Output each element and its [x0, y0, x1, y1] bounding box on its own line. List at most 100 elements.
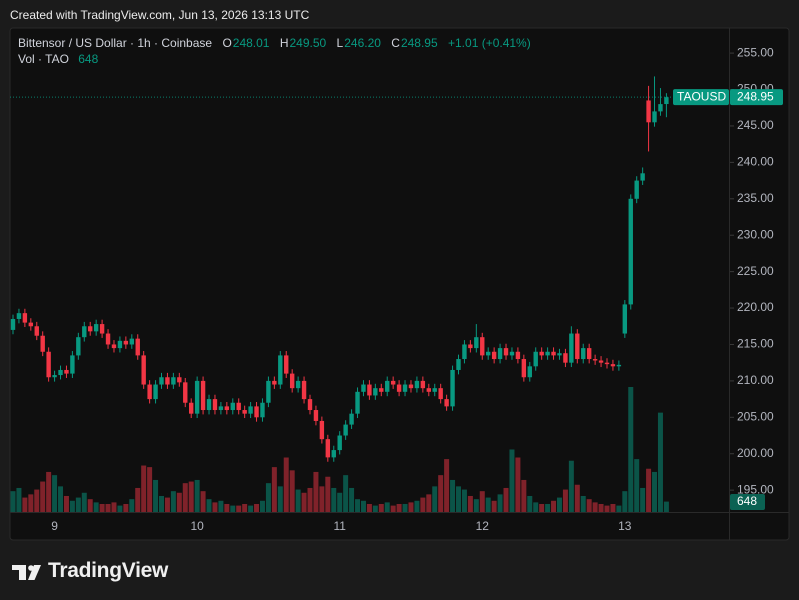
ohlc-value: 246.20 — [344, 36, 381, 50]
candle-body — [652, 111, 657, 123]
volume-bar — [81, 492, 87, 512]
volume-bar — [46, 471, 52, 512]
volume-bar — [224, 503, 230, 512]
volume-bar — [634, 459, 640, 512]
candle-body — [313, 410, 319, 421]
candle-body — [373, 388, 378, 396]
volume-bar — [182, 483, 188, 512]
candle-body — [390, 380, 396, 385]
candle-body — [628, 198, 633, 305]
candle-body — [22, 313, 28, 323]
volume-bar — [461, 489, 467, 512]
volume-bar — [212, 502, 218, 512]
ohlc-value: 248.95 — [400, 36, 438, 50]
candle-body — [153, 384, 158, 400]
candle-body — [218, 406, 224, 411]
volume-bar — [467, 495, 473, 512]
price-tag — [730, 89, 783, 106]
volume-bar — [295, 489, 301, 512]
volume-bar — [640, 487, 646, 512]
candle-body — [183, 382, 188, 403]
candle-body — [254, 406, 259, 418]
symbol-legend: Bittensor / US Dollar · 1h · Coinbase O2… — [18, 36, 532, 50]
volume-bar — [568, 460, 574, 512]
volume-bar — [521, 479, 527, 512]
price-tag-label: 248.95 — [737, 89, 774, 103]
volume-bar — [580, 495, 586, 512]
volume-bar — [10, 491, 16, 512]
volume-bar — [527, 495, 533, 512]
volume-bar — [426, 494, 432, 512]
logo: TradingView — [48, 559, 169, 582]
candle-body — [236, 402, 241, 411]
candle-body — [527, 366, 532, 378]
volume-bar — [432, 486, 438, 512]
candle-body — [135, 338, 140, 356]
volume-bar — [34, 489, 40, 512]
ohlc-label: L — [336, 36, 344, 50]
candle-body — [99, 324, 105, 334]
candle-body — [295, 380, 301, 389]
volume-bar — [343, 475, 349, 512]
candle-body — [64, 369, 69, 374]
volume-bar — [652, 471, 658, 512]
volume-bar — [545, 503, 551, 512]
volume-bar — [503, 487, 509, 512]
volume-bar — [289, 470, 295, 512]
chart-panel — [9, 27, 790, 541]
volume-bar — [159, 495, 164, 512]
volume-bar — [586, 499, 592, 512]
candle-body — [420, 380, 426, 389]
candle-body — [189, 402, 194, 414]
volume-bar — [254, 503, 260, 512]
volume-bar — [218, 500, 224, 512]
volume-bar — [556, 497, 562, 512]
volume-bar — [87, 499, 93, 512]
volume-bar — [574, 484, 580, 512]
volume-label: Vol · TAO — [18, 52, 69, 66]
volume-bar — [28, 494, 34, 512]
volume-bar — [265, 483, 271, 512]
candle-body — [82, 326, 87, 338]
volume-bar — [206, 499, 212, 512]
logo-icon — [12, 565, 41, 580]
volume-bar — [533, 502, 539, 512]
candle-body — [586, 348, 592, 360]
volume-bar — [657, 412, 663, 512]
change: +1.01 (+0.41%) — [448, 36, 531, 50]
volume-bar — [325, 476, 331, 512]
volume-bar — [319, 486, 325, 512]
candle-body — [212, 399, 218, 411]
y-tick-label: 205.00 — [737, 409, 774, 423]
y-tick-label: 225.00 — [737, 264, 774, 278]
candles — [10, 76, 669, 462]
volume-bar — [313, 471, 319, 512]
candle-body — [206, 399, 212, 411]
volume-bar — [301, 492, 307, 512]
candle-body — [165, 377, 170, 385]
candle-body — [46, 351, 51, 378]
candle-body — [569, 333, 574, 363]
candle-body — [58, 369, 63, 376]
candle-body — [40, 335, 45, 352]
volume-bar — [604, 505, 610, 512]
volume-bar — [147, 467, 153, 512]
volume-bar — [307, 487, 313, 512]
ticker-tag — [673, 89, 729, 106]
volume-bar — [75, 497, 81, 512]
volume-bar — [366, 503, 372, 512]
candle-body — [349, 413, 354, 425]
volume-bar — [663, 501, 669, 512]
volume-bar — [188, 481, 194, 512]
volume-tag-label: 648 — [737, 494, 757, 508]
volume-bar — [402, 503, 408, 512]
volume-tag — [730, 494, 765, 510]
candle-body — [194, 380, 200, 414]
candle-body — [468, 344, 473, 349]
candle-body — [491, 351, 497, 360]
candle-body — [76, 337, 81, 356]
volume-bar — [123, 503, 129, 512]
volume-bar — [52, 475, 58, 512]
candle-body — [52, 375, 57, 378]
